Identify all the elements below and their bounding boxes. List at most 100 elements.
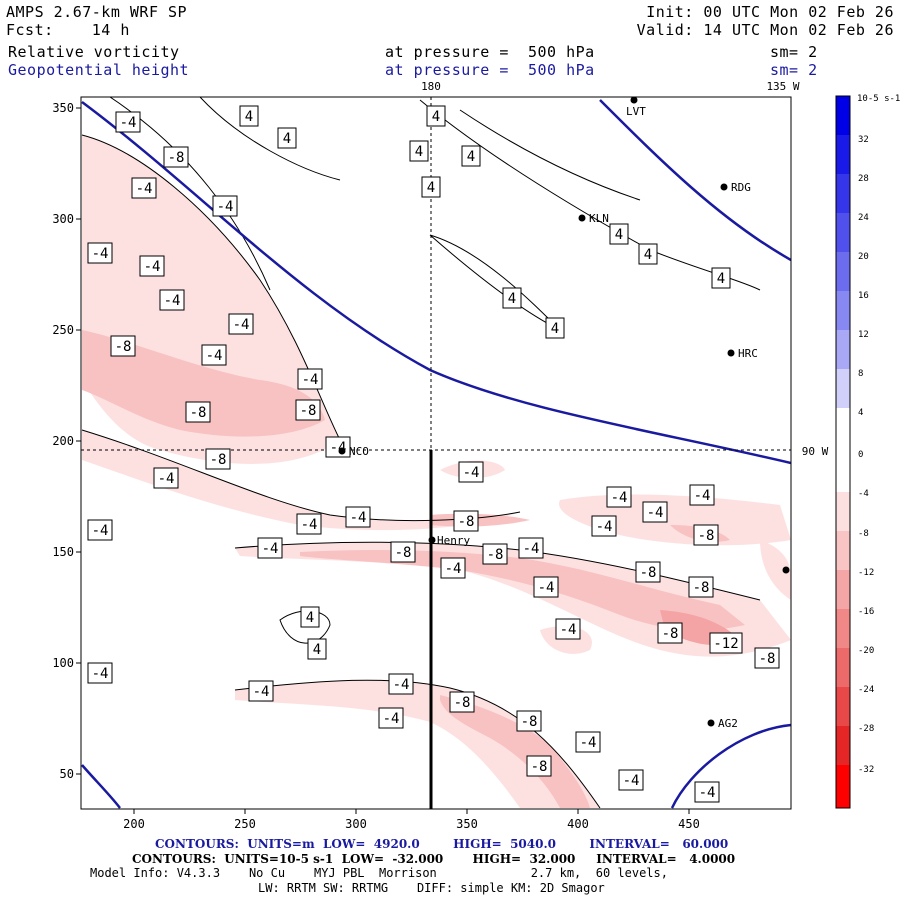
lon-label-135w: 135 W: [766, 80, 799, 93]
contour-label: -8: [754, 647, 780, 669]
colorbar-swatch: [836, 174, 850, 213]
svg-text:-8: -8: [693, 580, 710, 596]
x-tick-label: 300: [345, 817, 367, 831]
svg-text:-4: -4: [596, 519, 613, 535]
contour-labels: -4 -8 -4 -4 -4 -4 -4 -4 -8 -4 -4 -8 -8 -…: [87, 105, 780, 803]
svg-text:4: 4: [432, 109, 440, 125]
svg-text:-4: -4: [253, 684, 270, 700]
svg-text:4: 4: [283, 131, 291, 147]
contour-label: -8: [163, 146, 189, 168]
contour-label: -4: [87, 242, 113, 264]
svg-text:-4: -4: [301, 517, 318, 533]
colorbar-swatch: [836, 369, 850, 408]
svg-text:4: 4: [313, 642, 321, 658]
x-tick-label: 200: [123, 817, 145, 831]
svg-text:KLN: KLN: [589, 212, 609, 225]
contour-label: -4: [139, 255, 165, 277]
contour-label: 4: [307, 638, 327, 660]
contour-label: -8: [390, 541, 416, 563]
svg-text:4: 4: [644, 247, 652, 263]
contour-label: -8: [110, 335, 136, 357]
contour-label: 4: [277, 127, 297, 149]
contour-label: -4: [378, 707, 404, 729]
colorbar-swatch: [836, 135, 850, 174]
geopotential-contours: [81, 99, 791, 809]
contour-label: -8: [693, 524, 719, 546]
contour-label: -8: [635, 561, 661, 583]
station-lvt: LVT: [626, 96, 646, 118]
lon-label-90w: 90 W: [802, 445, 829, 458]
contour-label: -4: [618, 769, 644, 791]
contour-label: 4: [409, 140, 429, 162]
svg-text:-4: -4: [463, 465, 480, 481]
colorbar-label: 32: [858, 135, 869, 145]
colorbar-unit: 10-5 s-1: [857, 94, 900, 104]
model-title: AMPS 2.67-km WRF SP: [6, 3, 188, 21]
svg-text:-8: -8: [531, 759, 548, 775]
x-tick-label: 350: [456, 817, 478, 831]
colorbar-swatch: [836, 765, 850, 808]
station-hrc: HRC: [727, 347, 758, 360]
contour-label: -4: [257, 537, 283, 559]
svg-text:-4: -4: [383, 711, 400, 727]
station-ag2: AG2: [707, 717, 738, 730]
contour-label: -4: [325, 436, 351, 458]
svg-text:-8: -8: [487, 547, 504, 563]
valid-time: Valid: 14 UTC Mon 02 Feb 26: [636, 21, 894, 39]
svg-text:4: 4: [508, 291, 516, 307]
colorbar-swatch: [836, 726, 850, 765]
contour-label: -8: [185, 401, 211, 423]
colorbar-label: -12: [858, 568, 874, 578]
field1-smoothing: sm= 2: [770, 43, 818, 61]
svg-text:-4: -4: [92, 666, 109, 682]
svg-text:-4: -4: [92, 246, 109, 262]
svg-text:NCO: NCO: [349, 445, 369, 458]
svg-text:-8: -8: [300, 403, 317, 419]
svg-text:RDG: RDG: [731, 181, 751, 194]
contour-label: -4: [689, 484, 715, 506]
colorbar-swatch: [836, 291, 850, 330]
svg-text:-4: -4: [623, 773, 640, 789]
svg-text:4: 4: [467, 149, 475, 165]
map-frame: [80, 96, 792, 810]
colorbar-label: 8: [858, 369, 863, 379]
contour-label: -4: [131, 177, 157, 199]
contour-label: -8: [657, 622, 683, 644]
contour-label: -8: [526, 755, 552, 777]
contour-label: -8: [516, 710, 542, 732]
field2-level: at pressure = 500 hPa: [385, 61, 595, 79]
svg-text:-8: -8: [640, 565, 657, 581]
svg-text:-8: -8: [521, 714, 538, 730]
colorbar-label: -8: [858, 529, 869, 539]
contour-label: 4: [426, 105, 446, 127]
x-tick-label: 400: [567, 817, 589, 831]
contour-label: -4: [388, 673, 414, 695]
contour-label: -8: [295, 399, 321, 421]
field1-name: Relative vorticity: [8, 43, 180, 61]
colorbar-swatch: [836, 408, 850, 492]
svg-text:-4: -4: [120, 115, 137, 131]
field1-level: at pressure = 500 hPa: [385, 43, 595, 61]
contour-label: 4: [638, 243, 658, 265]
svg-text:-4: -4: [350, 510, 367, 526]
svg-text:-4: -4: [699, 785, 716, 801]
vorticity-contour-info: CONTOURS: UNITS=10-5 s-1 LOW= -32.000 HI…: [132, 852, 736, 866]
svg-text:4: 4: [551, 321, 559, 337]
contour-label: -4: [575, 731, 601, 753]
svg-text:-8: -8: [698, 528, 715, 544]
physics-info: LW: RRTM SW: RRTMG DIFF: simple KM: 2D S…: [258, 881, 605, 895]
contour-label: -4: [228, 313, 254, 335]
svg-text:HRC: HRC: [738, 347, 758, 360]
svg-text:4: 4: [717, 271, 725, 287]
svg-text:-12: -12: [713, 636, 738, 652]
svg-text:-4: -4: [445, 561, 462, 577]
contour-label: -4: [518, 537, 544, 559]
init-time: Init: 00 UTC Mon 02 Feb 26: [646, 3, 894, 21]
contour-label: -4: [159, 289, 185, 311]
colorbar-label: -20: [858, 646, 874, 656]
contour-label: 4: [502, 287, 522, 309]
contour-label: -8: [205, 448, 231, 470]
colorbar-label: 20: [858, 252, 869, 262]
station-henry: Henry: [428, 534, 470, 547]
